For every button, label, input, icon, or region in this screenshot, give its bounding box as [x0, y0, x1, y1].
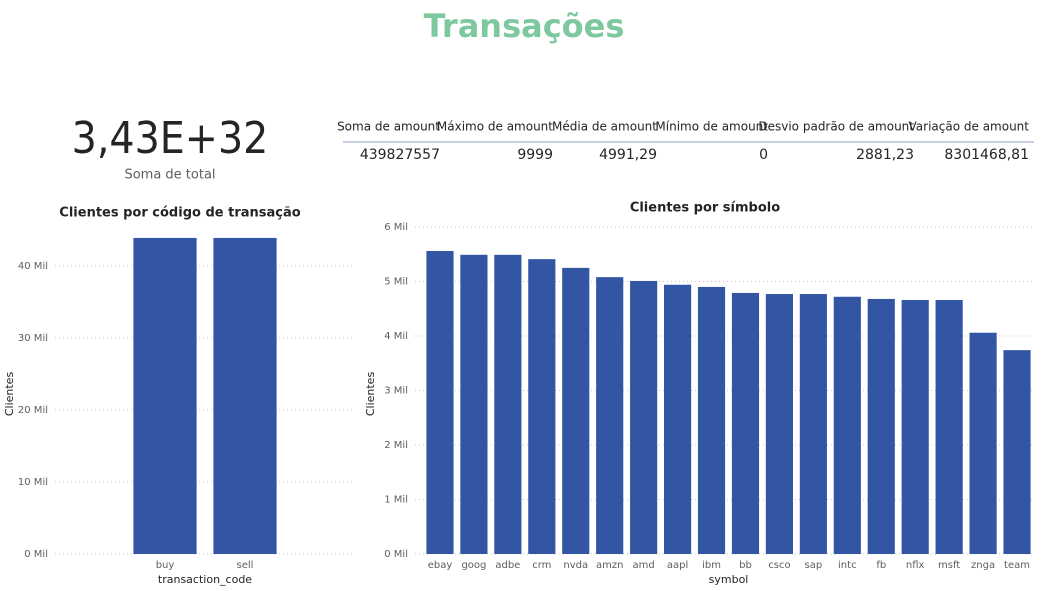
bar	[1003, 350, 1031, 554]
y-tick-label: 0 Mil	[384, 549, 408, 560]
bar	[901, 300, 929, 554]
y-tick-label: 30 Mil	[18, 333, 48, 344]
bar	[731, 292, 760, 554]
chart-title: Clientes por código de transação	[59, 206, 300, 221]
bar	[799, 294, 827, 554]
y-axis-label: Clientes	[3, 372, 16, 417]
bar	[460, 254, 488, 555]
y-tick-label: 3 Mil	[384, 386, 408, 397]
y-tick-label: 6 Mil	[384, 222, 408, 233]
card-value: 3,43E+32	[72, 113, 269, 164]
table-cell: 2881,23	[856, 147, 914, 163]
bar	[528, 259, 556, 554]
table-cell: 9999	[517, 147, 553, 163]
y-tick-label: 0 Mil	[24, 549, 48, 560]
table-cell: 8301468,81	[944, 147, 1029, 163]
table-cell: 0	[759, 147, 768, 163]
x-tick-label: nflx	[906, 560, 925, 571]
x-tick-label: csco	[768, 560, 790, 571]
bar	[765, 294, 793, 554]
y-tick-label: 2 Mil	[384, 440, 408, 451]
table-cell: 439827557	[360, 147, 440, 163]
bar	[664, 284, 692, 554]
table-header: Desvio padrão de amount	[758, 120, 914, 134]
x-tick-label: goog	[461, 560, 486, 571]
bar	[969, 332, 997, 554]
bar	[867, 298, 895, 554]
x-tick-label: amd	[633, 560, 655, 571]
table-header: Máximo de amount	[437, 120, 553, 134]
y-tick-label: 20 Mil	[18, 405, 48, 416]
x-tick-label: nvda	[563, 560, 588, 571]
table-header: Soma de amount	[337, 120, 440, 134]
y-axis-label: Clientes	[364, 372, 377, 417]
bar	[596, 277, 624, 554]
x-tick-label: adbe	[495, 560, 520, 571]
x-tick-label: aapl	[667, 560, 688, 571]
x-tick-label: team	[1004, 560, 1030, 571]
table-cell: 4991,29	[599, 147, 657, 163]
x-tick-label: crm	[532, 560, 551, 571]
x-tick-label: ebay	[428, 560, 453, 571]
chart-title: Clientes por símbolo	[630, 201, 780, 216]
table-header: Mínimo de amount	[655, 120, 768, 134]
bar	[833, 296, 861, 554]
bar	[494, 254, 522, 555]
bar	[562, 267, 590, 554]
x-tick-label: buy	[156, 560, 175, 571]
x-tick-label: amzn	[596, 560, 623, 571]
x-axis-label: transaction_code	[158, 573, 252, 586]
bar	[697, 286, 726, 554]
x-tick-label: msft	[938, 560, 960, 571]
bar	[133, 237, 197, 555]
y-tick-label: 40 Mil	[18, 261, 48, 272]
y-tick-label: 5 Mil	[384, 277, 408, 288]
x-tick-label: sell	[237, 560, 254, 571]
bar	[426, 250, 454, 555]
x-tick-label: ibm	[702, 560, 721, 571]
table-header: Variação de amount	[909, 120, 1030, 134]
bar	[213, 237, 277, 555]
x-tick-label: znga	[971, 560, 995, 571]
bar	[935, 300, 963, 554]
x-axis-label: symbol	[709, 573, 749, 586]
x-tick-label: sap	[805, 560, 823, 571]
table-header: Média de amount	[552, 120, 657, 134]
y-tick-label: 4 Mil	[384, 331, 408, 342]
x-tick-label: intc	[838, 560, 857, 571]
y-tick-label: 1 Mil	[384, 495, 408, 506]
page-title: Transações	[424, 7, 625, 45]
x-tick-label: bb	[739, 560, 752, 571]
x-tick-label: fb	[876, 560, 886, 571]
y-tick-label: 10 Mil	[18, 477, 48, 488]
card-label: Soma de total	[124, 168, 215, 183]
bar	[630, 280, 658, 554]
